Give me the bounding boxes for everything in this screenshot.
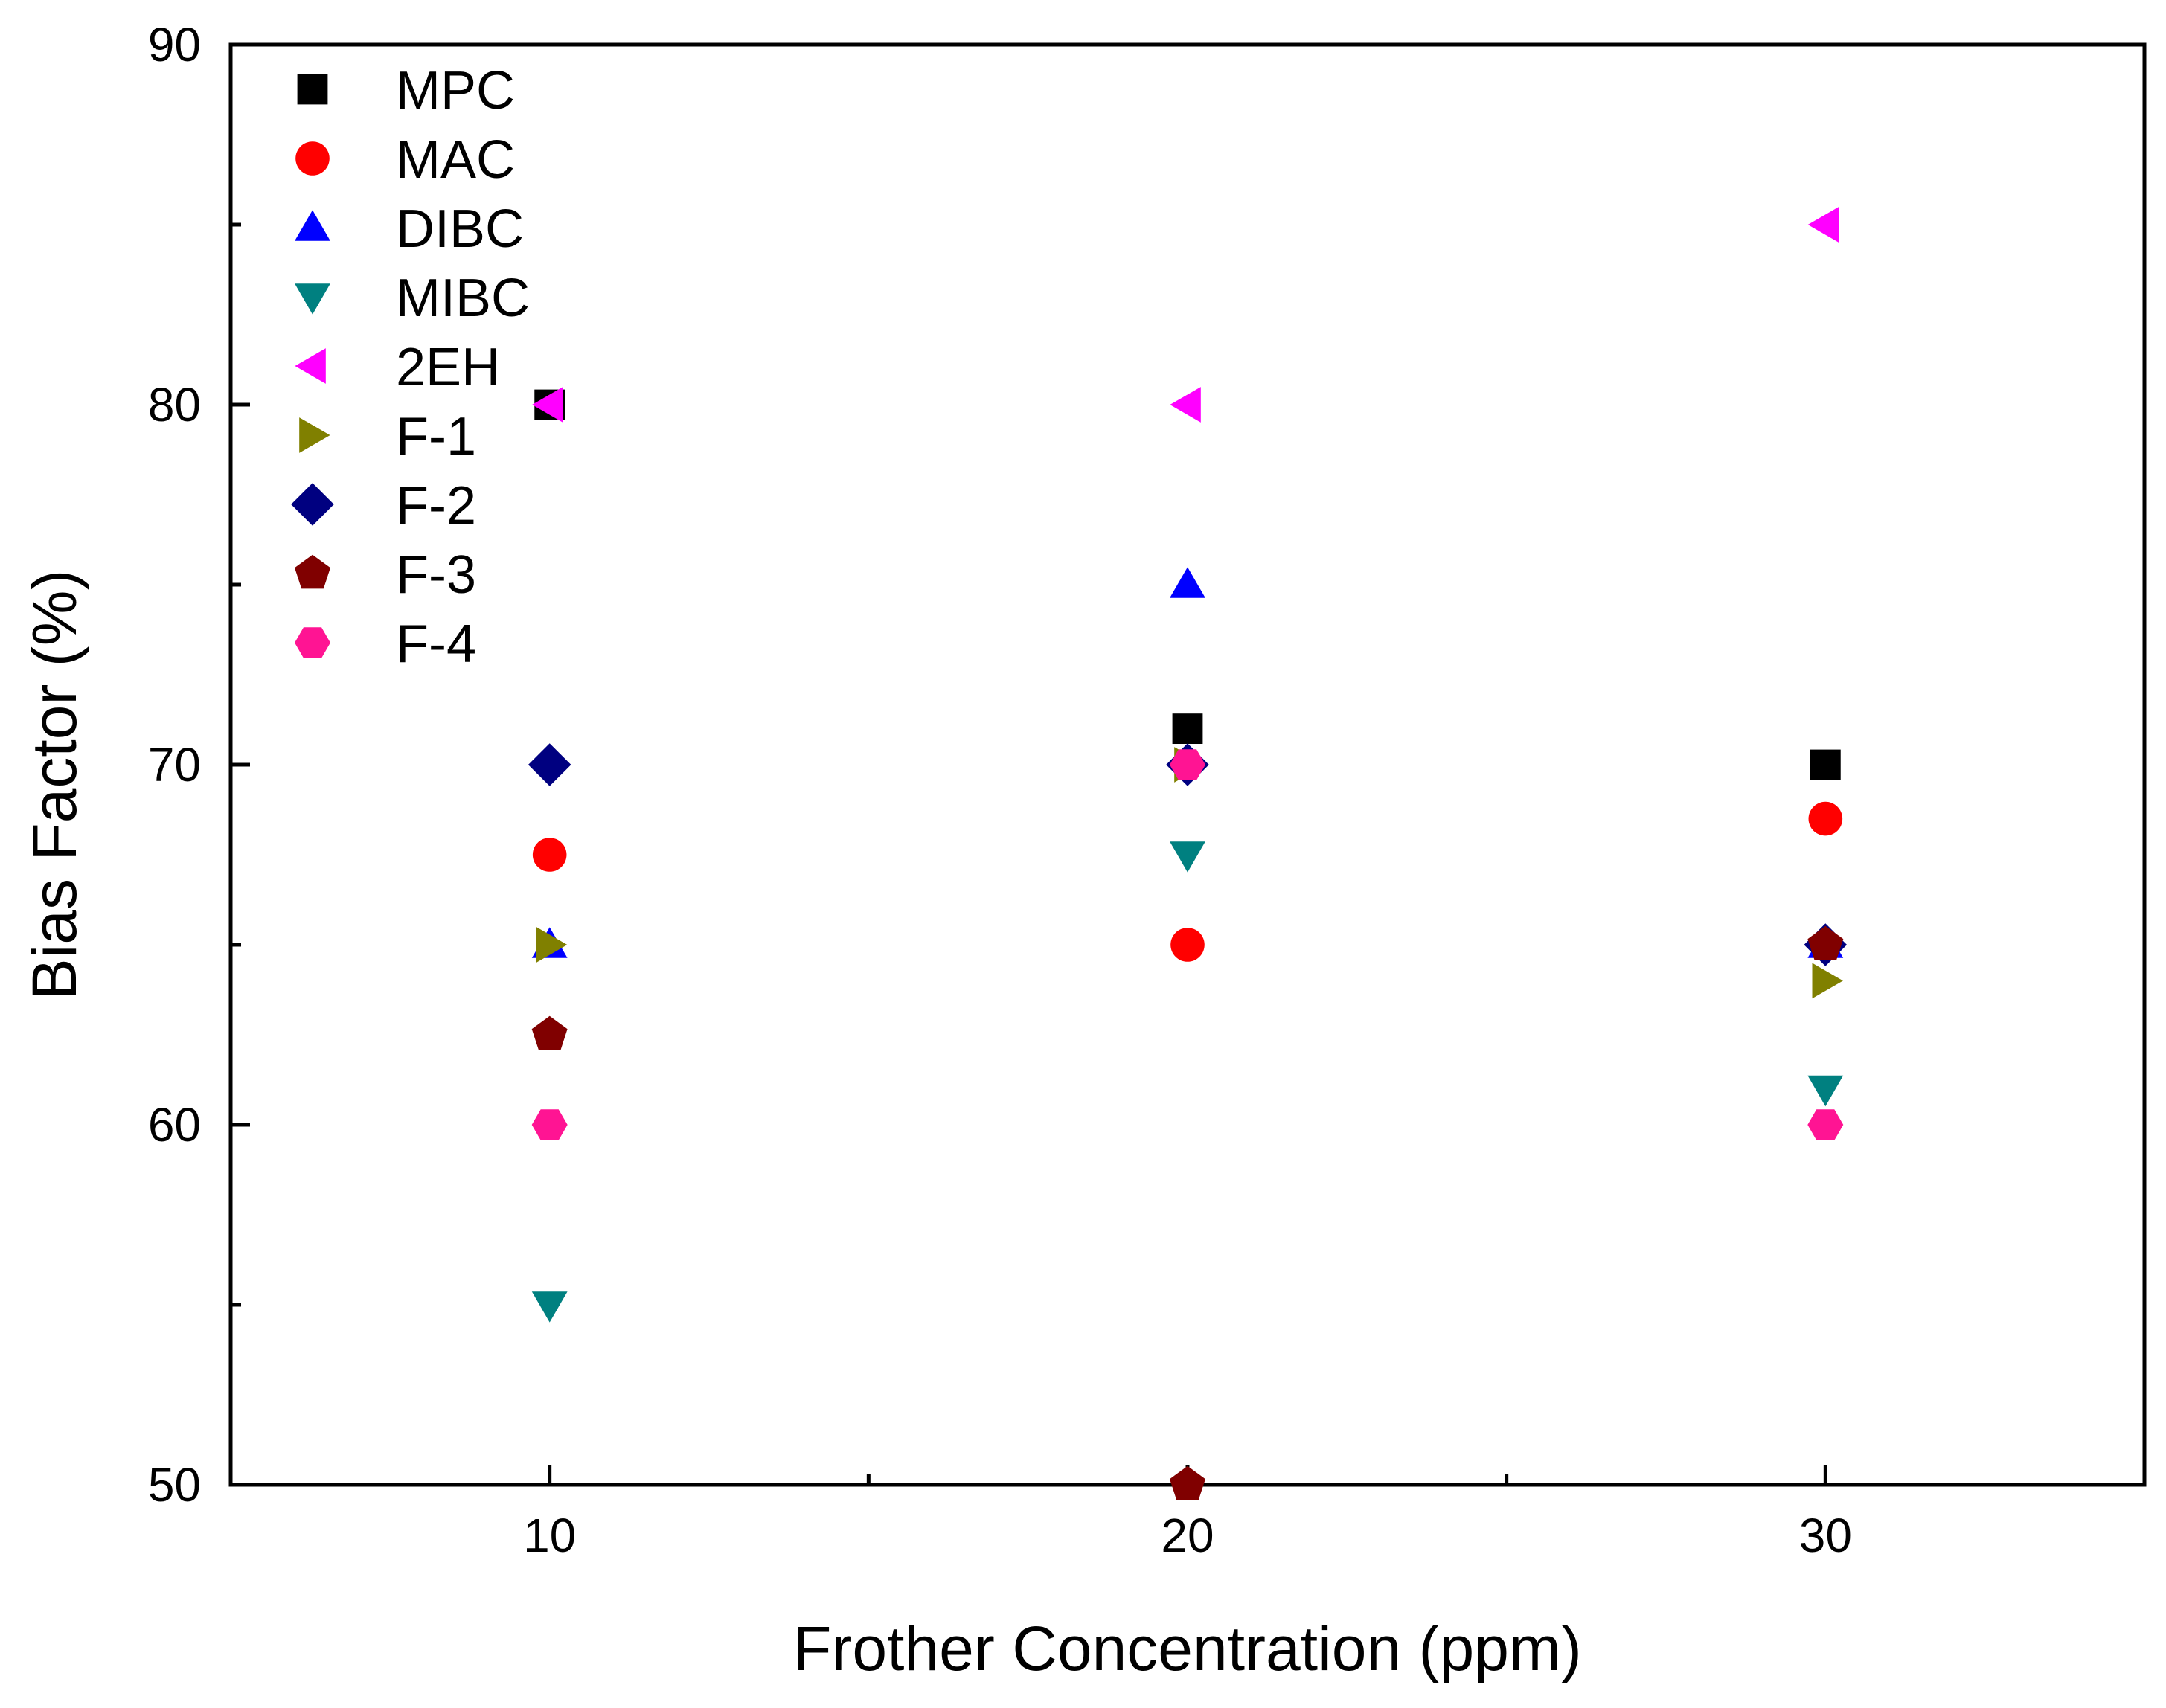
legend-item: F-3 [295,545,476,605]
data-point [1170,928,1205,962]
legend-item: 2EH [295,338,500,397]
data-point [1807,1109,1844,1140]
legend-label: F-3 [396,545,476,605]
data-point [1172,713,1203,744]
data-point [531,1291,568,1323]
legend-marker [295,627,330,658]
y-tick-label: 60 [148,1098,201,1152]
legend-marker [295,141,330,176]
legend: MPC MAC DIBC MIBC 2EH F-1 F-2 F-3 F-4 [291,61,530,674]
x-axis-title: Frother Concentration (ppm) [793,1614,1582,1683]
data-point [532,838,567,872]
data-point [1807,1075,1844,1107]
legend-label: 2EH [396,338,500,397]
legend-item: F-2 [291,476,476,536]
legend-marker [295,210,330,241]
data-point [1812,963,1843,999]
legend-label: F-1 [396,407,476,466]
data-point [1170,567,1205,598]
x-tick-label: 30 [1799,1509,1852,1562]
legend-item: F-1 [299,407,476,466]
legend-label: MAC [396,130,515,190]
x-tick-label: 10 [523,1509,576,1562]
data-point [1170,387,1201,423]
data-point [1170,749,1205,780]
series-mibc [531,841,1844,1323]
legend-item: MAC [295,130,515,190]
data-point [1810,749,1841,780]
legend-marker [291,483,334,526]
data-point [1170,841,1205,873]
data-point [1170,1465,1205,1500]
series-f-4 [531,749,1844,1140]
legend-item: MIBC [295,269,530,328]
series-f-3 [531,925,1844,1500]
y-tick-label: 80 [148,378,201,431]
y-tick-label: 70 [148,738,201,792]
data-point [1807,925,1844,960]
data-points [528,207,1848,1500]
legend-item: F-4 [295,614,476,674]
data-point [528,743,571,786]
legend-label: DIBC [396,199,524,259]
y-tick-label: 90 [148,18,201,71]
x-tick-label: 20 [1161,1509,1214,1562]
data-point [532,387,563,423]
data-point [1808,801,1843,836]
data-point [1807,207,1839,243]
legend-item: MPC [297,61,515,121]
y-tick-label: 50 [148,1458,201,1512]
data-point [536,927,568,963]
legend-marker [295,554,330,589]
legend-marker [295,283,330,315]
legend-marker [295,348,326,384]
legend-label: MPC [396,61,515,121]
legend-marker [297,74,328,105]
legend-label: MIBC [396,269,530,328]
legend-item: DIBC [295,199,524,259]
legend-label: F-2 [396,476,476,536]
y-axis-title: Bias Factor (%) [19,570,89,1001]
legend-marker [299,417,330,453]
series-mac [532,801,1843,962]
data-point [531,1015,568,1050]
series-2eh [532,207,1839,423]
legend-label: F-4 [396,614,476,674]
data-point [531,1109,568,1140]
